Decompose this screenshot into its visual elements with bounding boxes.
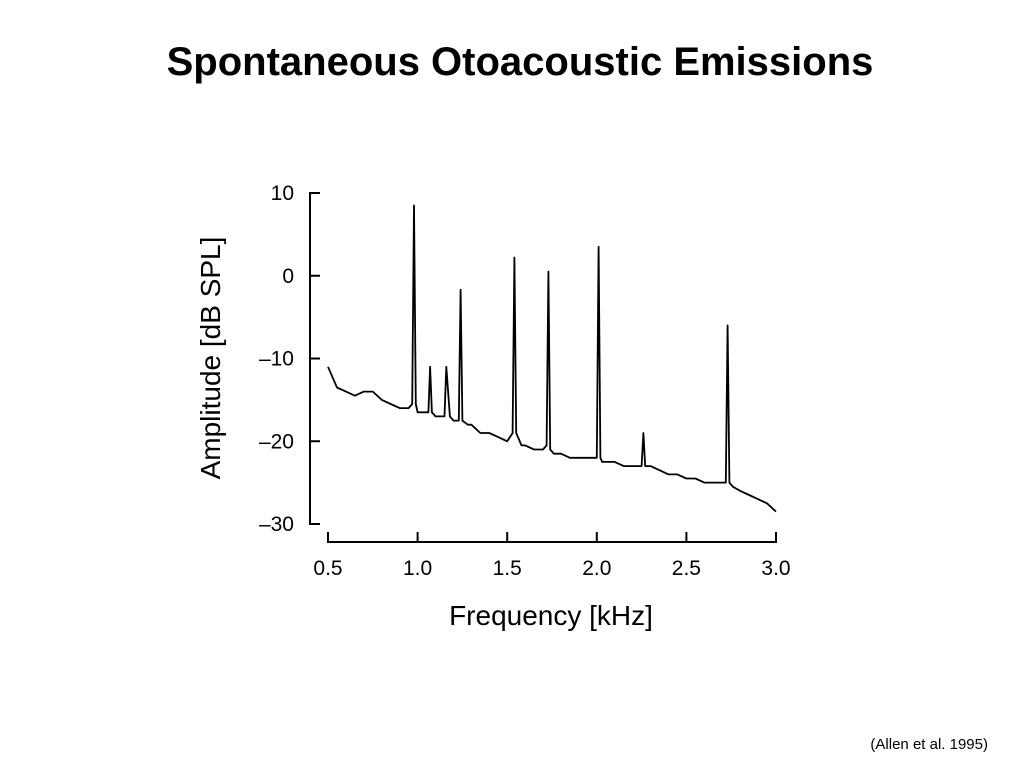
y-tick-label: –10 xyxy=(259,348,294,371)
x-tick-label: 1.0 xyxy=(403,557,432,580)
x-tick-label: 2.5 xyxy=(672,557,701,580)
citation: (Allen et al. 1995) xyxy=(870,736,988,753)
y-axis-title: Amplitude [dB SPL] xyxy=(195,237,226,480)
x-axis-title: Frequency [kHz] xyxy=(449,600,653,631)
x-tick-label: 2.0 xyxy=(582,557,611,580)
y-tick-label: –30 xyxy=(259,513,294,536)
x-tick-label: 3.0 xyxy=(761,557,790,580)
spectrum-line xyxy=(327,204,777,513)
x-tick-label: 1.5 xyxy=(493,557,522,580)
y-tick-label: –20 xyxy=(259,430,294,453)
y-tick-label: 10 xyxy=(271,182,294,205)
y-tick-label: 0 xyxy=(282,265,294,288)
x-tick-label: 0.5 xyxy=(313,557,342,580)
slide-title: Spontaneous Otoacoustic Emissions xyxy=(166,40,874,84)
